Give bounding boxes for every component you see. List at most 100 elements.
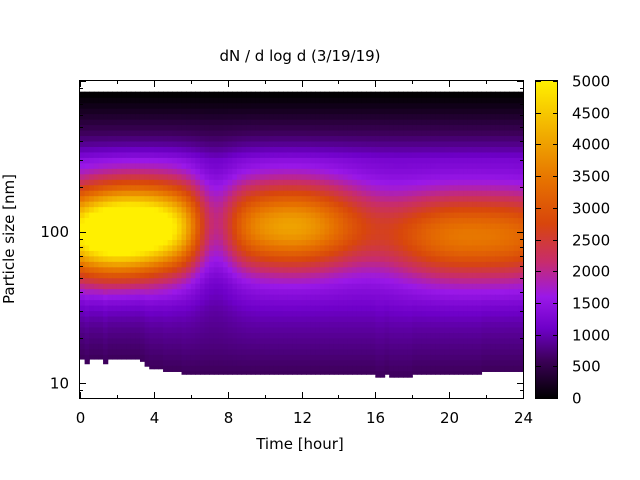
heatmap-cell	[176, 315, 183, 323]
heatmap-cell	[384, 124, 390, 131]
heatmap-cell	[444, 201, 450, 208]
heatmap-cell	[121, 113, 127, 120]
heatmap-cell	[490, 212, 496, 219]
heatmap-cell	[324, 255, 330, 262]
heatmap-cell	[421, 239, 427, 246]
heatmap-cell	[384, 119, 390, 126]
heatmap-cell	[149, 310, 155, 317]
heatmap-cell	[107, 212, 113, 219]
heatmap-cell	[241, 348, 247, 355]
heatmap-cell	[116, 190, 123, 197]
heatmap-cell	[126, 321, 132, 328]
heatmap-cell	[352, 91, 358, 98]
heatmap-cell	[301, 113, 307, 120]
heatmap-cell	[264, 129, 270, 137]
heatmap-cell	[213, 294, 220, 301]
heatmap-cell	[495, 217, 501, 224]
heatmap-cell	[347, 140, 353, 147]
heatmap-cell	[144, 212, 150, 219]
heatmap-cell	[135, 157, 141, 164]
heatmap-cell	[296, 173, 303, 180]
heatmap-cell	[389, 201, 395, 208]
heatmap-cell	[158, 173, 164, 180]
heatmap-cell	[389, 288, 395, 295]
heatmap-cell	[287, 244, 293, 251]
heatmap-cell	[315, 365, 321, 372]
heatmap-cell	[103, 119, 109, 126]
heatmap-cell	[89, 113, 95, 120]
heatmap-cell	[144, 129, 150, 137]
heatmap-cell	[121, 255, 127, 262]
heatmap-cell	[186, 354, 192, 361]
heatmap-cell	[112, 162, 118, 169]
heatmap-cell	[449, 233, 455, 240]
heatmap-cell	[204, 135, 210, 142]
heatmap-cell	[398, 190, 404, 197]
heatmap-cell	[130, 250, 136, 257]
heatmap-cell	[292, 310, 298, 317]
heatmap-cell	[518, 222, 524, 230]
heatmap-cell	[481, 146, 487, 153]
heatmap-cell	[195, 162, 201, 169]
heatmap-cell	[93, 250, 100, 257]
heatmap-cell	[463, 140, 469, 147]
heatmap-cell	[130, 255, 136, 262]
heatmap-cell	[319, 354, 326, 361]
heatmap-cell	[513, 255, 519, 262]
heatmap-cell	[476, 146, 483, 153]
heatmap-cell	[430, 135, 436, 142]
heatmap-cell	[504, 305, 510, 312]
heatmap-cell	[435, 217, 441, 224]
heatmap-cell	[144, 332, 150, 339]
heatmap-cell	[301, 108, 307, 115]
heatmap-cell	[384, 217, 390, 224]
heatmap-cell	[430, 255, 436, 262]
heatmap-cell	[356, 244, 363, 251]
heatmap-cell	[107, 239, 113, 246]
heatmap-cell	[209, 244, 215, 251]
heatmap-cell	[361, 108, 367, 115]
heatmap-cell	[158, 124, 164, 131]
heatmap-cell	[458, 354, 464, 361]
heatmap-cell	[236, 299, 243, 306]
heatmap-cell	[481, 168, 487, 175]
heatmap-cell	[463, 97, 469, 104]
heatmap-cell	[310, 239, 316, 246]
heatmap-cell	[89, 294, 95, 301]
heatmap-cell	[176, 343, 183, 350]
heatmap-cell	[499, 315, 506, 323]
heatmap-cell	[176, 184, 183, 191]
heatmap-cell	[172, 173, 178, 180]
heatmap-cell	[255, 288, 261, 295]
heatmap-cell	[370, 365, 376, 372]
heatmap-cell	[126, 129, 132, 137]
heatmap-cell	[329, 228, 335, 235]
heatmap-cell	[403, 135, 409, 142]
heatmap-cell	[481, 222, 487, 230]
heatmap-cell	[223, 168, 229, 175]
heatmap-cell	[426, 299, 432, 306]
heatmap-cell	[476, 250, 483, 257]
heatmap-cell	[259, 108, 266, 115]
heatmap-cell	[213, 212, 220, 219]
heatmap-cell	[199, 266, 206, 273]
heatmap-cell	[509, 206, 515, 213]
heatmap-cell	[269, 91, 275, 98]
heatmap-cell	[204, 299, 210, 306]
heatmap-cell	[361, 266, 367, 273]
heatmap-cell	[504, 190, 510, 197]
heatmap-cell	[347, 326, 353, 333]
heatmap-cell	[449, 326, 455, 333]
heatmap-cell	[467, 244, 473, 251]
heatmap-cell	[458, 370, 464, 375]
heatmap-cell	[232, 206, 238, 213]
heatmap-cell	[250, 233, 256, 240]
heatmap-cell	[513, 305, 519, 312]
heatmap-cell	[246, 217, 252, 224]
heatmap-cell	[361, 321, 367, 328]
heatmap-cell	[218, 162, 224, 169]
heatmap-cell	[292, 140, 298, 147]
heatmap-cell	[463, 206, 469, 213]
heatmap-cell	[167, 102, 173, 109]
heatmap-cell	[84, 222, 90, 230]
